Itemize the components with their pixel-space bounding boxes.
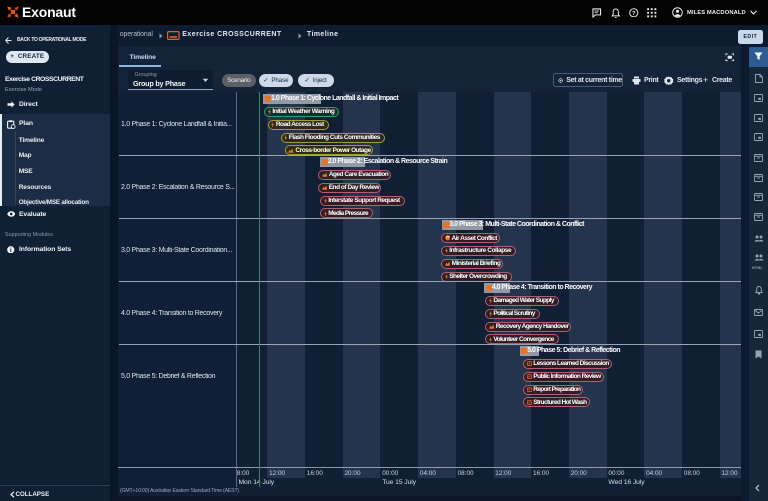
svg-text:?: ? — [632, 10, 636, 16]
